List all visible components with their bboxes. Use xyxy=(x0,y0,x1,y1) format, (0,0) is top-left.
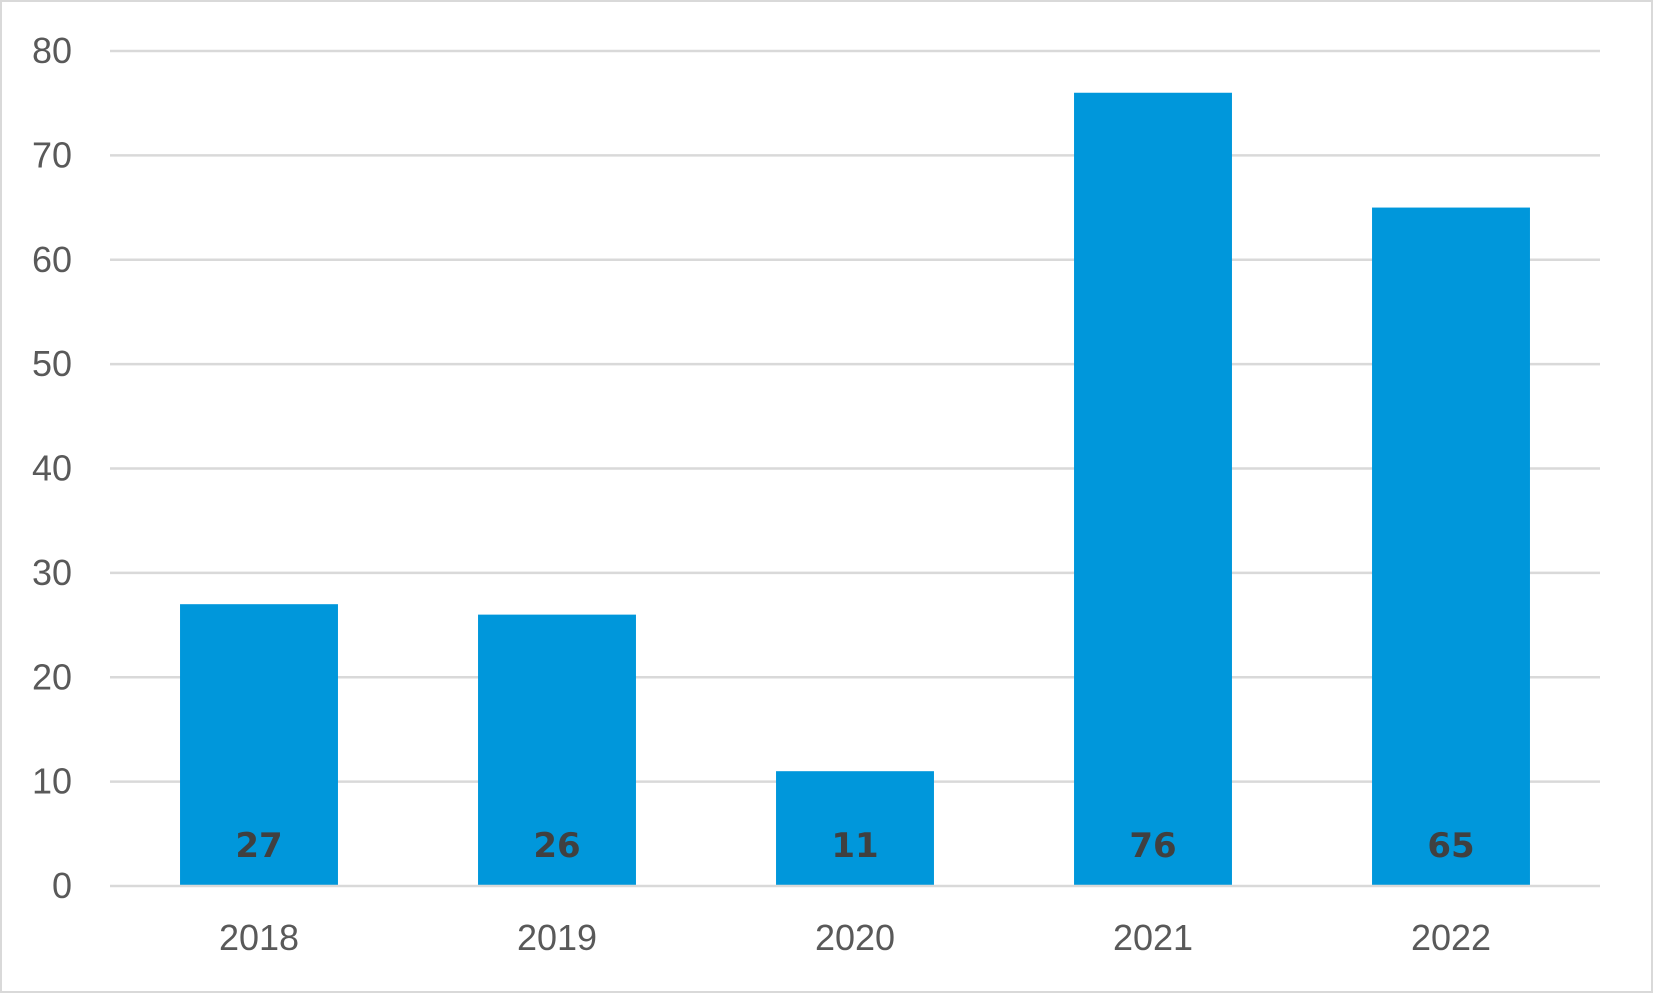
bar-2021 xyxy=(1074,92,1232,886)
x-tick-label: 2021 xyxy=(1113,917,1193,958)
x-tick-label: 2020 xyxy=(815,917,895,958)
y-tick-label: 50 xyxy=(32,343,72,384)
bar-2019 xyxy=(478,614,636,886)
y-tick-label: 60 xyxy=(32,239,72,280)
y-tick-label: 20 xyxy=(32,656,72,697)
x-tick-label: 2022 xyxy=(1411,917,1491,958)
bar-2020 xyxy=(776,771,934,886)
gridlines xyxy=(110,49,1600,783)
data-labels: 27 26 11 76 65 xyxy=(235,826,1474,866)
y-tick-label: 0 xyxy=(52,865,72,906)
data-label: 27 xyxy=(235,826,282,866)
y-tick-label: 70 xyxy=(32,134,72,175)
bar-2018 xyxy=(180,604,338,886)
y-tick-label: 80 xyxy=(32,30,72,71)
data-label: 11 xyxy=(831,826,878,866)
y-tick-label: 10 xyxy=(32,761,72,802)
y-tick-label: 40 xyxy=(32,448,72,489)
x-axis-tick-labels: 2018 2019 2020 2021 2022 xyxy=(219,917,1491,958)
bars xyxy=(180,92,1530,886)
data-label: 76 xyxy=(1129,826,1176,866)
data-label: 65 xyxy=(1427,826,1474,866)
y-tick-label: 30 xyxy=(32,552,72,593)
x-tick-label: 2018 xyxy=(219,917,299,958)
bar-2022 xyxy=(1372,207,1530,886)
y-axis-tick-labels: 0 10 20 30 40 50 60 70 80 xyxy=(32,30,72,906)
data-label: 26 xyxy=(533,826,580,866)
x-tick-label: 2019 xyxy=(517,917,597,958)
